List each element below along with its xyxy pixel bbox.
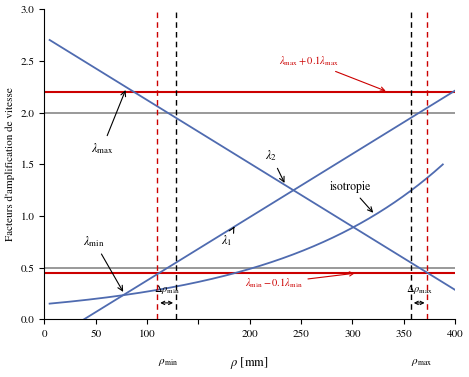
X-axis label: $\rho$ [mm]: $\rho$ [mm] bbox=[230, 356, 269, 371]
Text: $\Delta\rho_{\rm max}$: $\Delta\rho_{\rm max}$ bbox=[406, 283, 433, 296]
Text: $\lambda_{\rm max}$: $\lambda_{\rm max}$ bbox=[91, 91, 126, 156]
Text: $\rho_{\rm max}$: $\rho_{\rm max}$ bbox=[410, 357, 432, 368]
Text: $\lambda_1$: $\lambda_1$ bbox=[221, 227, 234, 248]
Text: $\lambda_2$: $\lambda_2$ bbox=[265, 148, 284, 182]
Text: $\lambda_{\rm min}-0.1\lambda_{\rm min}$: $\lambda_{\rm min}-0.1\lambda_{\rm min}$ bbox=[245, 272, 354, 290]
Text: $\Delta\rho_{\rm min}$: $\Delta\rho_{\rm min}$ bbox=[154, 283, 180, 296]
Y-axis label: Facteurs d'amplification de vitesse: Facteurs d'amplification de vitesse bbox=[6, 87, 15, 241]
Text: isotropie: isotropie bbox=[330, 181, 372, 212]
Text: $\lambda_{\rm max}+0.1\lambda_{\rm max}$: $\lambda_{\rm max}+0.1\lambda_{\rm max}$ bbox=[279, 54, 385, 91]
Text: $\rho_{\rm min}$: $\rho_{\rm min}$ bbox=[158, 357, 178, 368]
Text: $\lambda_{\rm min}$: $\lambda_{\rm min}$ bbox=[83, 234, 122, 291]
